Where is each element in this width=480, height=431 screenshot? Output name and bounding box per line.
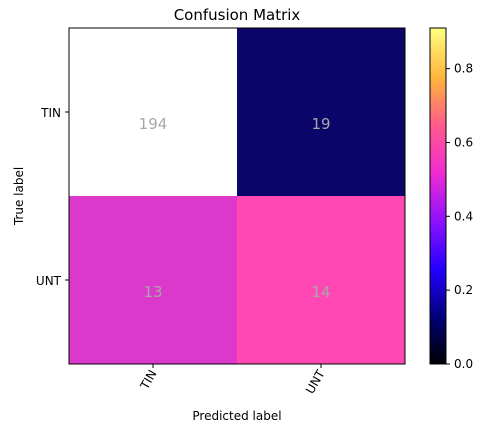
x-tick-label-unt: UNT [303,367,328,396]
cell-value-tin-unt: 19 [311,115,330,133]
plot-frame [68,27,406,365]
colorbar: 0.0 0.2 0.4 0.6 0.8 [429,27,473,371]
colorbar-gradient [429,27,447,365]
heatmap [68,27,406,365]
cell-tin-unt [237,28,405,196]
chart-title: Confusion Matrix [174,6,301,24]
cell-value-tin-tin: 194 [139,115,168,133]
colorbar-tick-label: 0.6 [454,135,473,149]
colorbar-tick-label: 0.0 [454,357,473,371]
x-tick-label-tin: TIN [137,368,160,393]
y-axis-label: True label [12,167,26,226]
colorbar-tick-label: 0.4 [454,209,473,223]
cell-value-unt-unt: 14 [311,283,330,301]
y-tick-label-unt: UNT [36,274,62,288]
x-axis: TIN UNT Predicted label [137,364,328,423]
y-axis: TIN UNT True label [12,106,69,288]
colorbar-tick-label: 0.2 [454,283,473,297]
cell-unt-unt [237,196,405,364]
cell-unt-tin [69,196,237,364]
y-tick-label-tin: TIN [40,106,61,120]
cell-value-unt-tin: 13 [143,283,162,301]
x-axis-label: Predicted label [192,409,281,423]
cell-tin-tin [69,28,237,196]
colorbar-tick-label: 0.8 [454,62,473,76]
